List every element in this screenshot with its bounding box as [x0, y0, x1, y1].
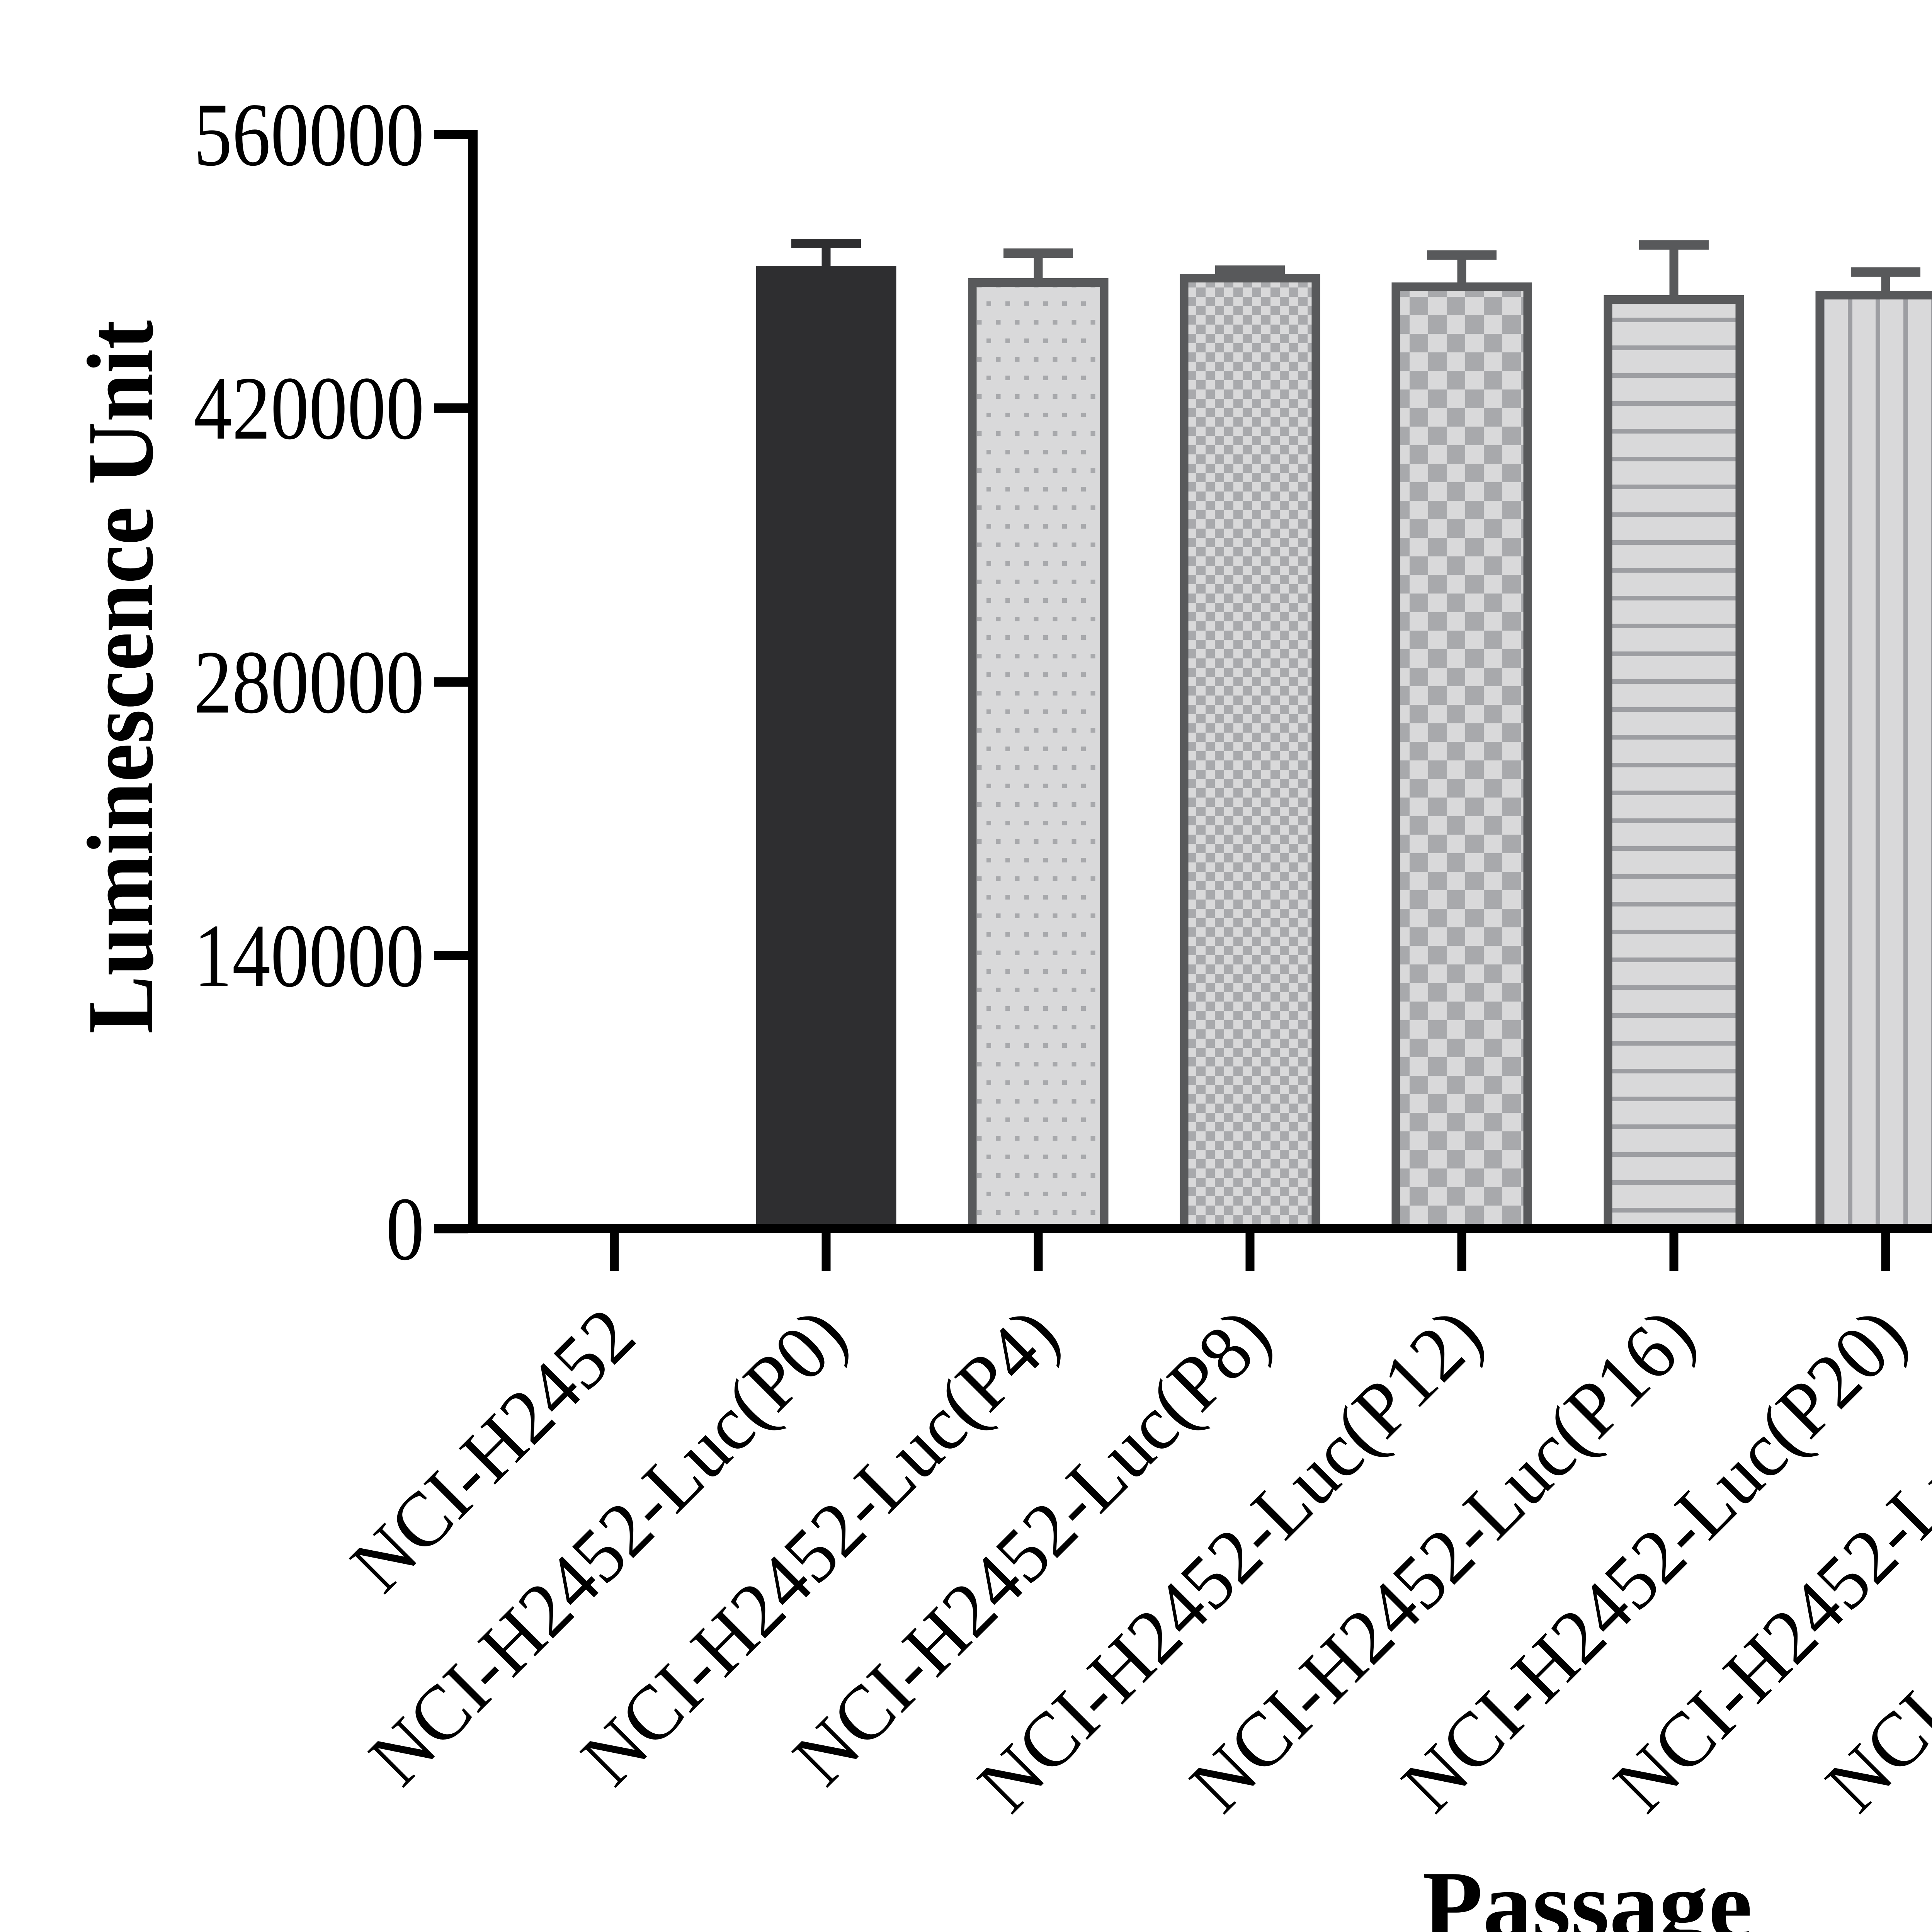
svg-text:140000: 140000: [194, 905, 424, 1006]
svg-text:0: 0: [386, 1179, 424, 1279]
svg-text:560000: 560000: [194, 84, 424, 185]
svg-text:Luminescence Unit: Luminescence Unit: [68, 320, 173, 1034]
svg-text:Passage: Passage: [1422, 1851, 1752, 1932]
svg-text:280000: 280000: [194, 632, 424, 732]
svg-text:420000: 420000: [194, 358, 424, 458]
